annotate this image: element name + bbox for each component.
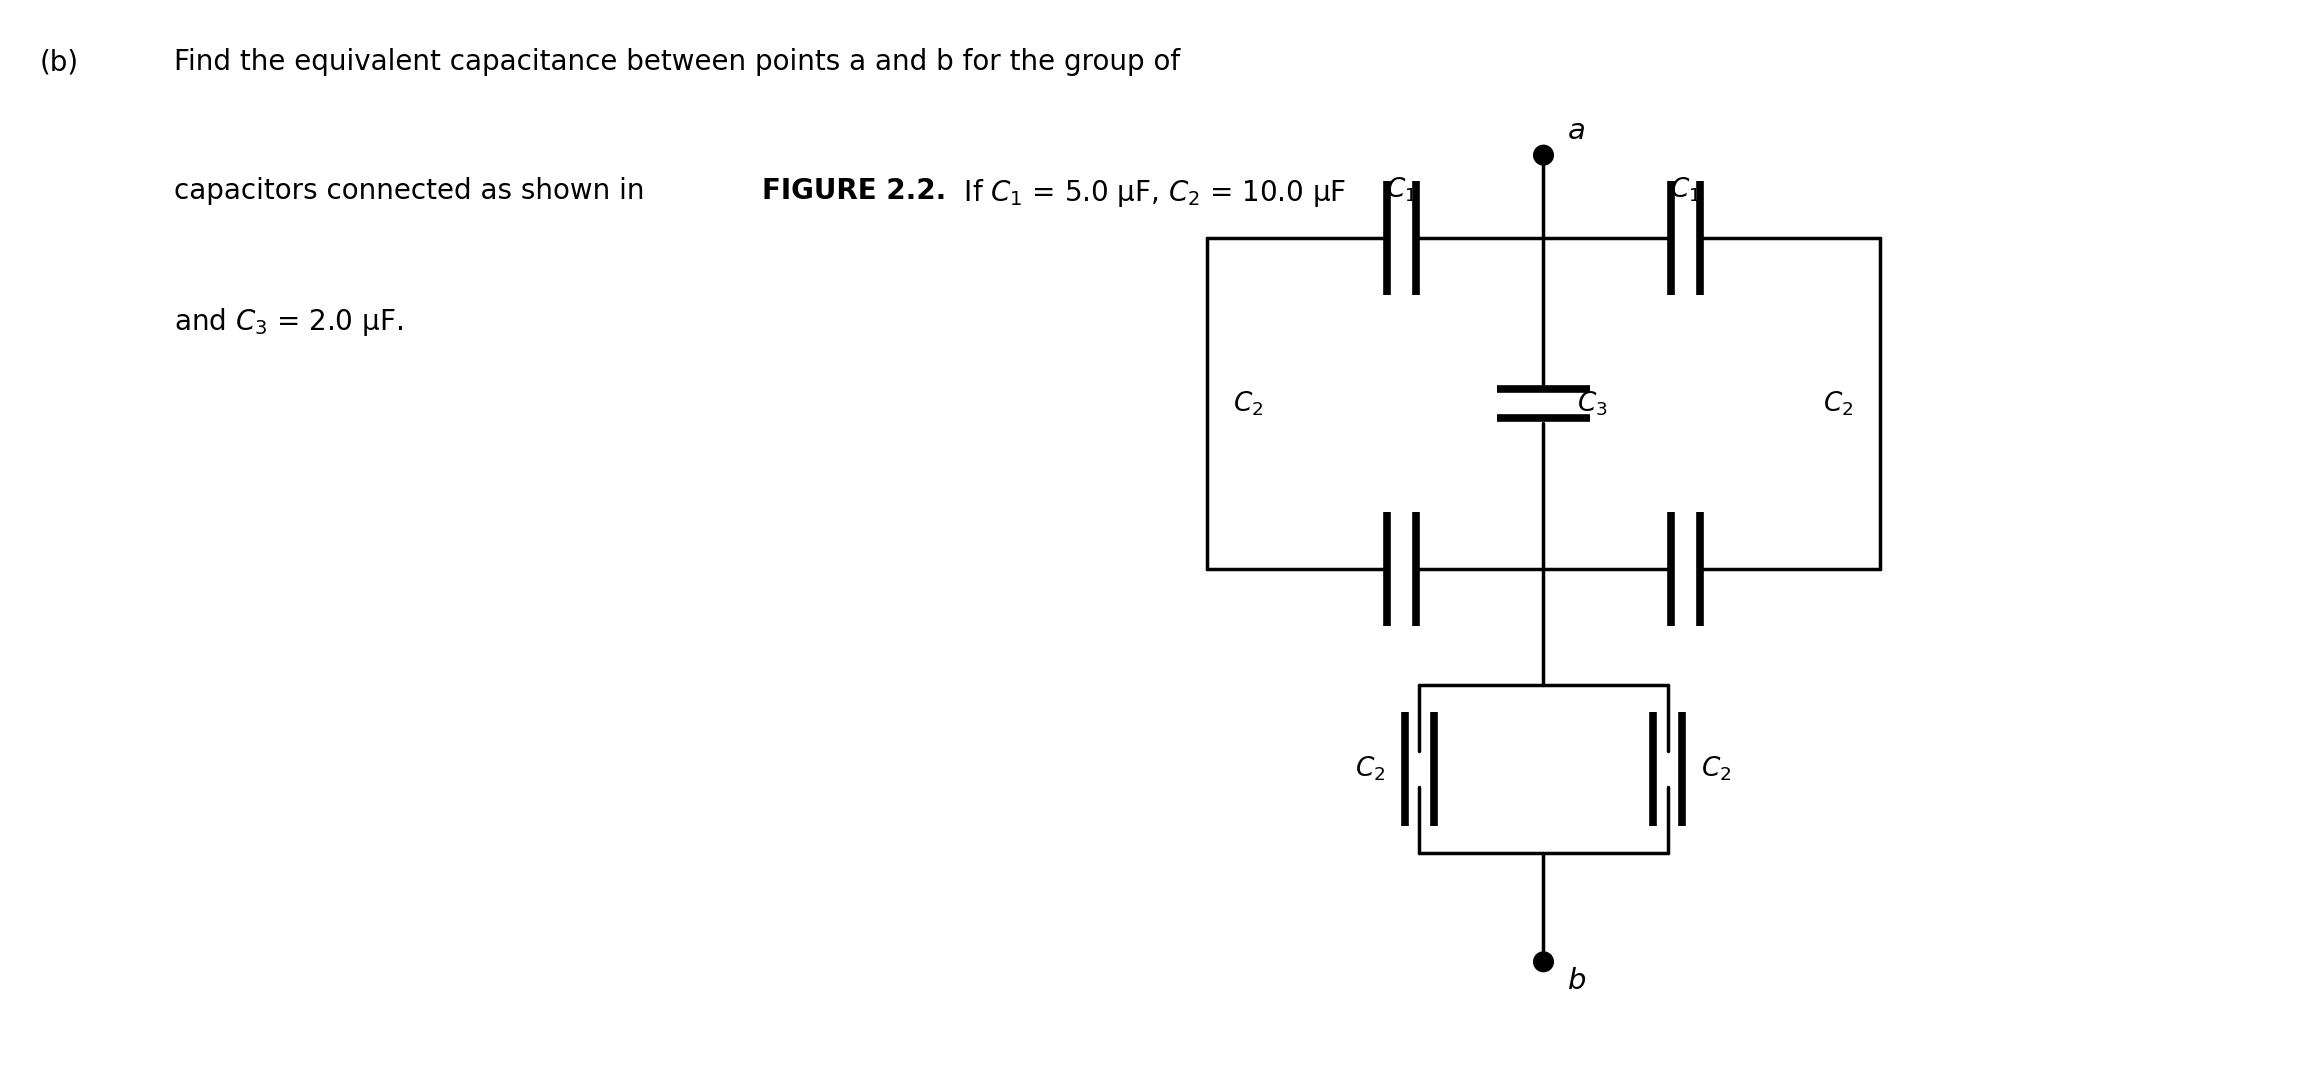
Text: $b$: $b$ [1566, 967, 1585, 995]
Text: $C_2$: $C_2$ [1823, 389, 1854, 417]
Circle shape [1534, 952, 1552, 972]
Text: If $C_1$ = 5.0 μF, $C_2$ = 10.0 μF: If $C_1$ = 5.0 μF, $C_2$ = 10.0 μF [955, 177, 1346, 209]
Text: $C_1$: $C_1$ [1386, 176, 1416, 204]
Text: $a$: $a$ [1566, 117, 1585, 145]
Circle shape [1534, 145, 1552, 165]
Text: Find the equivalent capacitance between points a and b for the group of: Find the equivalent capacitance between … [174, 48, 1179, 76]
Text: capacitors connected as shown in: capacitors connected as shown in [174, 177, 653, 205]
Text: (b): (b) [39, 48, 79, 76]
Text: FIGURE 2.2.: FIGURE 2.2. [762, 177, 948, 205]
Text: and $C_3$ = 2.0 μF.: and $C_3$ = 2.0 μF. [174, 306, 403, 338]
Text: $C_2$: $C_2$ [1233, 389, 1263, 417]
Text: $C_3$: $C_3$ [1578, 389, 1608, 417]
Text: $C_2$: $C_2$ [1355, 755, 1386, 783]
Text: $C_1$: $C_1$ [1671, 176, 1701, 204]
Text: $C_2$: $C_2$ [1701, 755, 1731, 783]
